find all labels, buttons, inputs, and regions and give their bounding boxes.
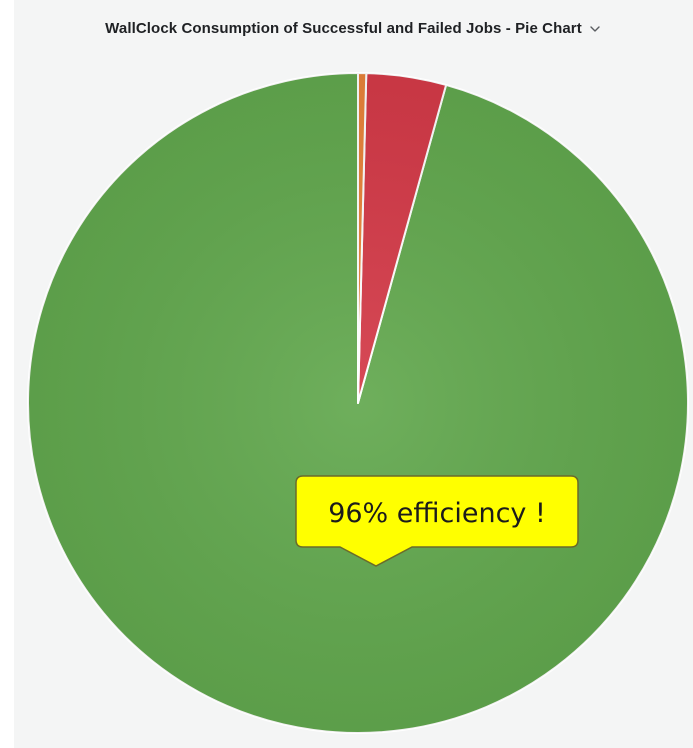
callout-bubble [295,475,579,567]
panel-header[interactable]: WallClock Consumption of Successful and … [14,0,693,56]
chevron-down-icon[interactable] [588,22,602,36]
pie-slices [27,71,689,734]
callout-label: 96% efficiency ! [328,498,546,529]
annotation-callout: 96% efficiency ! [295,475,579,567]
panel-title[interactable]: WallClock Consumption of Successful and … [105,19,582,37]
